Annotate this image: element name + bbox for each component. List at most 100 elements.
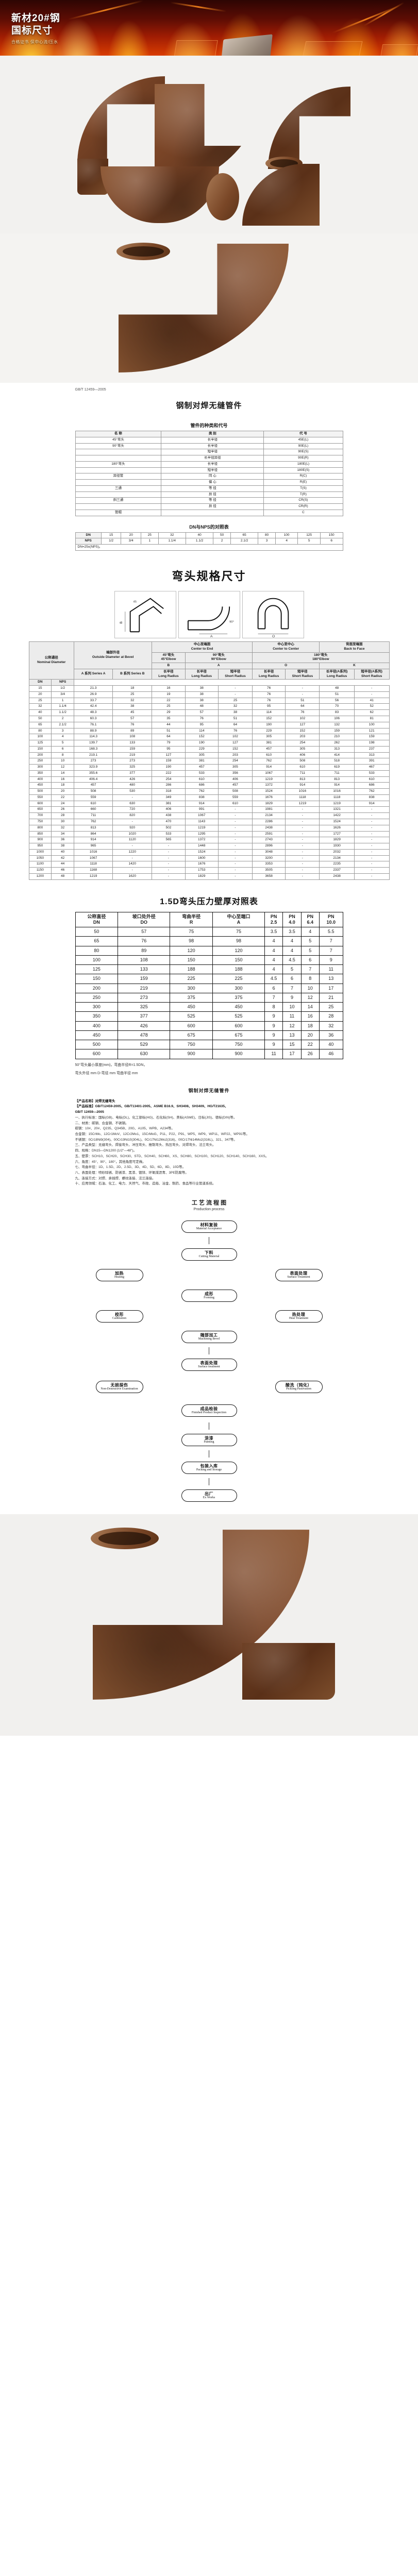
- table-cell: 349: [152, 794, 186, 801]
- table-cell: 斜三通: [75, 497, 162, 504]
- table-cell: 1981: [252, 806, 286, 814]
- th-nominal-en: Nominal Diameter: [37, 660, 66, 665]
- table-cell: 286: [152, 782, 186, 789]
- th-b-long-cn: 长半径: [163, 669, 174, 673]
- flow-title-cn: 工 艺 流 程 图: [191, 1200, 227, 1207]
- table-cell: 40: [51, 849, 74, 856]
- table-cell: 40: [185, 532, 214, 539]
- table-cell: 75: [212, 927, 265, 937]
- table-cell: 508: [218, 788, 253, 795]
- table-cell: 1219: [252, 776, 286, 783]
- table-cell: 6: [300, 955, 320, 965]
- table-row: 异 径 T(R): [75, 491, 343, 498]
- pressure-thickness-section: 1.5D弯头压力壁厚对照表 公称直径 DN 坡口处外径 DO 弯曲半径 R 中心至端口 A PN…: [0, 894, 418, 1080]
- table-cell: 48: [319, 685, 355, 692]
- table-cell: -: [354, 824, 390, 832]
- th-a-long-en: Long Radius: [191, 674, 212, 678]
- node-cn: 成形: [205, 1292, 213, 1297]
- table-row: 65 2.1/2 76.1 76 44 95 64 190 127 132 100: [28, 721, 390, 728]
- table-cell: 210: [319, 734, 355, 741]
- table-cell: 3/4: [121, 538, 141, 545]
- table-cell: 375: [212, 992, 265, 1003]
- table-cell: 200: [75, 983, 119, 993]
- table-cell: 711: [319, 770, 355, 777]
- table-row: 150 159 225 225 4.5 6 8 13: [75, 974, 343, 984]
- table-cell: 219: [112, 752, 153, 759]
- table-cell: 4.5: [264, 974, 283, 984]
- table-cell: 8: [51, 752, 74, 759]
- svg-text:O: O: [272, 635, 275, 638]
- table-cell: 133: [112, 740, 153, 747]
- table-cell: 1120: [112, 837, 153, 844]
- flow-node-cutting: 下料 Cutting Material: [181, 1248, 237, 1261]
- table-cell: 51: [319, 691, 355, 698]
- table-cell: 1372: [185, 837, 219, 844]
- th-k-long: 长半径(A系列) Long Radius: [319, 668, 355, 680]
- table-cell: 1000: [28, 849, 52, 856]
- table-cell: -: [354, 691, 390, 698]
- th-k-short-cn: 短半径(A系列): [361, 669, 382, 673]
- fitting-types-col-2: 代 号: [263, 431, 343, 437]
- th-180-elbow: 180°弯头 180°Elbow: [252, 652, 390, 664]
- table-cell: 4: [51, 734, 74, 741]
- th-o-long-en: Long Radius: [258, 674, 279, 678]
- pressure-col-1: 坡口处外径 DO: [118, 911, 171, 928]
- th-a-long: 长半径 Long Radius: [185, 668, 219, 680]
- table-cell: 3.5: [282, 927, 302, 937]
- table-cell: 900: [28, 837, 52, 844]
- table-cell: [75, 503, 162, 510]
- table-cell: 114: [185, 727, 219, 735]
- table-cell: 100: [275, 532, 298, 539]
- table-cell: 203: [285, 734, 320, 741]
- th-ctc-cn: 中心至中心: [277, 642, 294, 647]
- table-cell: 450: [28, 782, 52, 789]
- standard-document-section: GB/T 12459—2005 钢制对焊无缝管件 管件的种类和代号 名 称类 别…: [0, 388, 418, 554]
- table-row: 90°弯头 长半径 90E(L): [75, 443, 343, 450]
- table-cell: 26: [51, 806, 74, 814]
- th-symbol-k: K: [319, 663, 390, 669]
- table-cell: 900: [212, 1049, 265, 1059]
- table-cell: 139.7: [73, 740, 113, 747]
- table-header-row-4: A 系列 Series A B 系列 Series B 长半径 Long Rad…: [29, 668, 390, 680]
- table-cell: 22: [300, 1040, 320, 1050]
- table-cell: -: [218, 812, 253, 819]
- table-cell: 56: [319, 697, 355, 704]
- table-cell: 25: [112, 691, 153, 698]
- table-cell: 914: [73, 837, 113, 844]
- table-cell: 76: [218, 727, 253, 735]
- table-cell: 237: [354, 745, 390, 753]
- table-row: 异径管同 心 R(C): [75, 473, 343, 480]
- table-cell: -: [354, 837, 390, 844]
- table-row: 1200 48 1219 1620-1829-3658-2438-: [28, 873, 390, 880]
- table-cell: 36: [319, 1030, 343, 1041]
- table-cell: 565: [152, 837, 186, 844]
- table-cell: 525: [212, 1011, 265, 1022]
- table-row: 800 32 813 920 502 1219-2438-1626-: [28, 824, 390, 832]
- table-cell: -: [218, 861, 253, 868]
- th-a-short: 短半径 Short Radius: [218, 668, 253, 680]
- node-cn: 表面处理: [200, 1361, 218, 1366]
- table-cell: 180E(S): [263, 467, 343, 474]
- th-a-long-cn: 长半径: [196, 669, 207, 673]
- table-cell: 1150: [28, 867, 52, 874]
- node-en: Non-Destructive Examination: [101, 1387, 138, 1391]
- table-cell: 51: [218, 715, 253, 722]
- table-cell: 102: [285, 715, 320, 722]
- flow-node-heat-treatment: 热处理 Heat Treatment: [275, 1310, 323, 1323]
- table-row: 600 630 900 900 11 17 26 46: [75, 1049, 343, 1059]
- table-cell: 406: [218, 776, 253, 783]
- table-cell: [75, 479, 162, 486]
- table-cell: 46: [51, 867, 74, 874]
- th-a-short-cn: 短半径: [230, 669, 241, 673]
- th-series-a: A 系列 Series A: [73, 668, 113, 680]
- flow-row-inspection: 成品检验 Finished Product Inspection: [96, 1399, 323, 1422]
- table-cell: 1422: [319, 812, 355, 819]
- table-cell: 533: [185, 770, 219, 777]
- spec-note-line: 【产品名称】对焊无缝弯头: [75, 1099, 115, 1103]
- table-cell: 51: [152, 727, 186, 735]
- table-cell: 9: [264, 1021, 283, 1031]
- table-row: 50 2 60.3 57 35 76 51 152 102 106 81: [28, 715, 390, 722]
- table-cell: 2743: [252, 837, 286, 844]
- table-cell: 508: [285, 758, 320, 765]
- spec-notes-heading: 钢制对焊无缝管件: [188, 1088, 230, 1093]
